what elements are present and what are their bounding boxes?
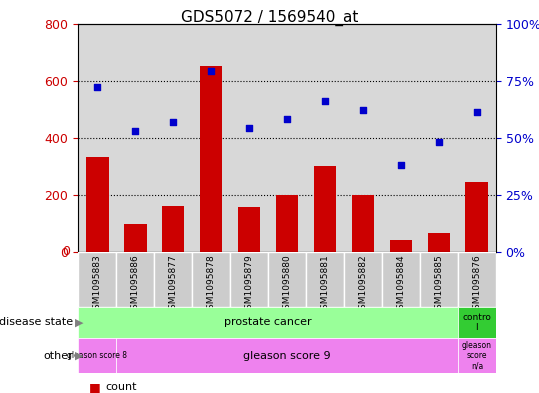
Bar [162, 206, 184, 252]
Point [207, 68, 216, 75]
Bar [199, 66, 223, 252]
Bar [427, 233, 450, 252]
Bar [78, 252, 116, 307]
Text: gleason
score
n/a: gleason score n/a [462, 341, 492, 371]
Bar [351, 195, 375, 252]
Text: ▶: ▶ [75, 351, 84, 361]
Text: contro
l: contro l [462, 312, 492, 332]
Bar [344, 252, 382, 307]
Bar [268, 252, 306, 307]
Bar [420, 252, 458, 307]
Text: GSM1095883: GSM1095883 [93, 254, 102, 315]
Text: other: other [43, 351, 73, 361]
Bar [306, 252, 344, 307]
Bar [230, 252, 268, 307]
Text: 0: 0 [63, 245, 71, 258]
Text: ▶: ▶ [75, 317, 84, 327]
Bar [466, 182, 488, 252]
Text: GSM1095884: GSM1095884 [397, 254, 405, 315]
Text: GSM1095880: GSM1095880 [282, 254, 292, 315]
Bar [116, 338, 458, 373]
Point [282, 116, 291, 123]
Text: GDS5072 / 1569540_at: GDS5072 / 1569540_at [181, 10, 358, 26]
Bar [314, 166, 336, 252]
Bar [390, 240, 412, 252]
Text: GSM1095879: GSM1095879 [245, 254, 253, 315]
Text: gleason score 9: gleason score 9 [243, 351, 331, 361]
Text: GSM1095877: GSM1095877 [169, 254, 177, 315]
Point [473, 109, 481, 116]
Bar [238, 208, 260, 252]
Bar [458, 338, 496, 373]
Bar [275, 195, 299, 252]
Text: disease state: disease state [0, 317, 73, 327]
Text: GSM1095881: GSM1095881 [321, 254, 329, 315]
Point [93, 84, 101, 90]
Text: GSM1095878: GSM1095878 [206, 254, 216, 315]
Bar [192, 252, 230, 307]
Point [321, 98, 329, 104]
Bar [116, 252, 154, 307]
Point [434, 139, 443, 145]
Text: GSM1095876: GSM1095876 [472, 254, 481, 315]
Bar [458, 307, 496, 338]
Point [131, 128, 140, 134]
Text: ■: ■ [89, 380, 101, 393]
Text: count: count [105, 382, 136, 392]
Bar [86, 158, 108, 252]
Bar [458, 252, 496, 307]
Text: prostate cancer: prostate cancer [224, 317, 312, 327]
Point [169, 118, 177, 125]
Bar [124, 224, 147, 252]
Point [358, 107, 367, 113]
Point [245, 125, 253, 132]
Text: GSM1095882: GSM1095882 [358, 254, 368, 315]
Text: GSM1095885: GSM1095885 [434, 254, 444, 315]
Text: gleason score 8: gleason score 8 [67, 351, 127, 360]
Point [397, 162, 405, 168]
Bar [78, 338, 116, 373]
Text: GSM1095886: GSM1095886 [130, 254, 140, 315]
Bar [382, 252, 420, 307]
Bar [154, 252, 192, 307]
